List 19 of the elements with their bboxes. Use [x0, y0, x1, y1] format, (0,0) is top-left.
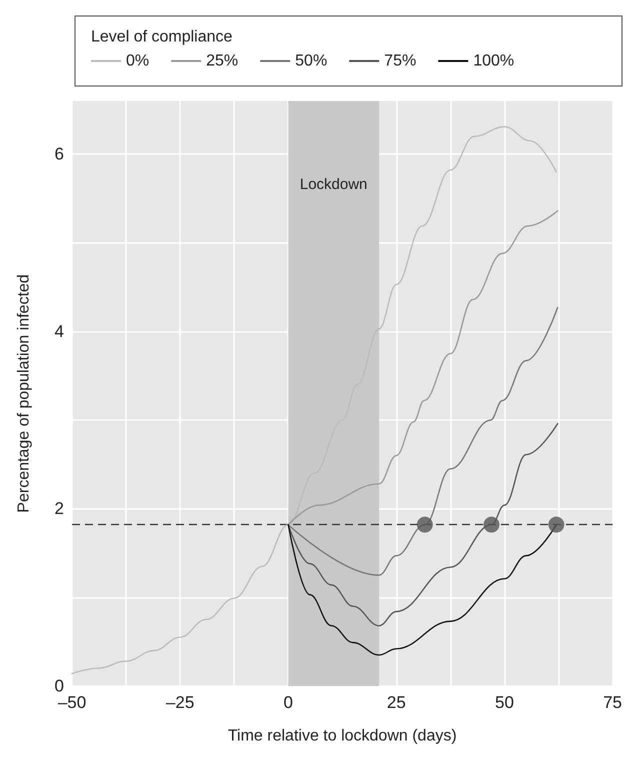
legend-title: Level of compliance	[91, 28, 233, 46]
x-tick-label: 50	[494, 693, 514, 712]
band-label: Lockdown	[300, 176, 368, 193]
legend-label: 0%	[126, 52, 150, 70]
y-tick-label: 0	[54, 676, 64, 696]
x-tick-label: 25	[386, 693, 406, 712]
x-tick-label: –50	[58, 693, 86, 712]
legend-label: 25%	[206, 52, 238, 70]
x-tick-label: –25	[166, 693, 194, 712]
y-tick-label: 6	[54, 144, 64, 164]
legend-label: 100%	[473, 52, 514, 70]
x-axis-title: Time relative to lockdown (days)	[228, 728, 457, 744]
y-tick-label: 4	[54, 322, 64, 341]
x-tick-label: 75	[603, 693, 622, 712]
legend-label: 50%	[295, 52, 328, 70]
y-axis-title: Percentage of population infected	[16, 274, 32, 513]
legend-label: 75%	[384, 52, 416, 70]
x-tick-label: 0	[283, 693, 293, 712]
y-tick-label: 2	[54, 499, 64, 518]
